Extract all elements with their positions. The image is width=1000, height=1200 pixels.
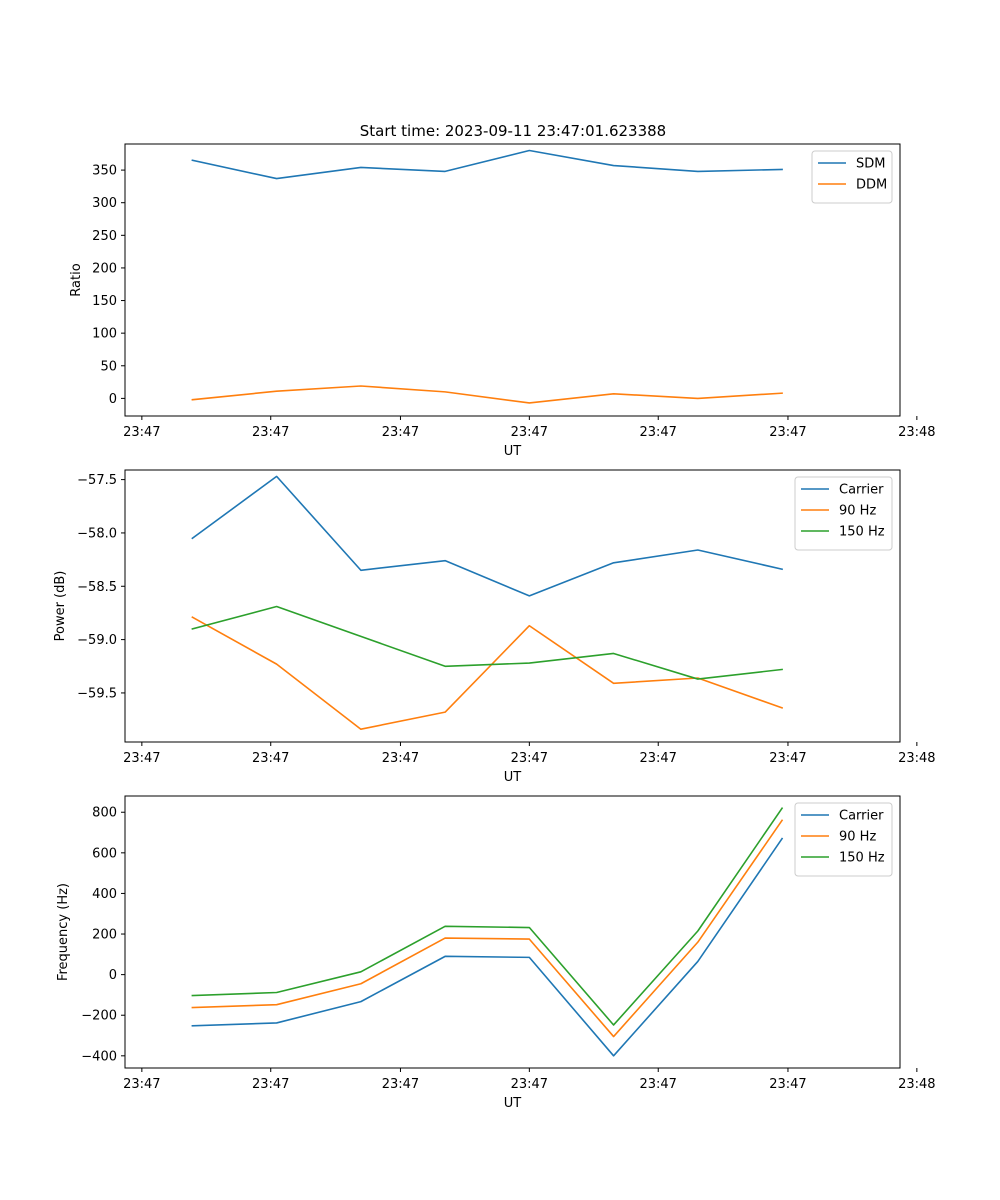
ratio-x-tick-label: 23:47: [382, 425, 419, 440]
power-legend-label-90-hz: 90 Hz: [839, 504, 876, 519]
frequency-x-tick-label: 23:48: [898, 1077, 935, 1092]
ratio-y-tick-label: 50: [100, 359, 117, 374]
frequency-y-tick-label: −200: [81, 1009, 117, 1024]
ratio-x-tick-label: 23:47: [252, 425, 289, 440]
ratio-y-tick-label: 350: [92, 164, 117, 179]
frequency-legend-label-90-hz: 90 Hz: [839, 830, 876, 845]
power-x-tick-label: 23:47: [639, 751, 676, 766]
frequency-x-axis-label: UT: [504, 1096, 522, 1111]
panel-ratio: 23:47 23:47 23:47 23:47 23:47 23:47 23:48 0 50 10…: [69, 143, 936, 459]
power-y-tick-label: −58.0: [77, 526, 117, 541]
frequency-x-tick-label: 23:47: [511, 1077, 548, 1092]
ratio-y-axis-label: Ratio: [69, 263, 84, 296]
panel-frequency: 23:47 23:47 23:47 23:47 23:47 23:47 23:48 −400 −…: [56, 795, 936, 1111]
ratio-y-tick-label: 250: [92, 229, 117, 244]
frequency-series-carrier-line: [191, 837, 784, 1057]
ratio-y-tick-label: 100: [92, 327, 117, 342]
power-legend-label-150-hz: 150 Hz: [839, 525, 885, 540]
ratio-legend-label-sdm: SDM: [856, 157, 885, 172]
ratio-y-tick-label: 150: [92, 294, 117, 309]
frequency-y-tick-label: −400: [81, 1049, 117, 1064]
frequency-y-tick-label: 200: [92, 928, 117, 943]
ratio-axes-frame: [124, 143, 901, 417]
ratio-y-tick-label: 200: [92, 261, 117, 276]
power-y-tick-label: −59.5: [77, 686, 117, 701]
power-series-150-hz-line: [191, 605, 783, 680]
power-x-tick-label: 23:47: [382, 751, 419, 766]
power-y-axis-label: Power (dB): [53, 571, 68, 642]
power-y-tick-label: −59.0: [77, 633, 117, 648]
power-y-tick-label: −57.5: [77, 473, 117, 488]
chart-panels: 23:47 23:47 23:47 23:47 23:47 23:47 23:48 0 50 10…: [53, 143, 936, 1111]
frequency-y-axis-label: Frequency (Hz): [56, 883, 71, 981]
ratio-x-tick-label: 23:47: [511, 425, 548, 440]
ratio-series-sdm-line: [191, 149, 783, 180]
power-legend: Carrier 90 Hz 150 Hz: [794, 476, 893, 551]
ratio-y-tick-label: 0: [109, 392, 117, 407]
power-x-tick-label: 23:47: [123, 751, 160, 766]
ratio-x-axis-label: UT: [504, 444, 522, 459]
frequency-x-tick-label: 23:47: [252, 1077, 289, 1092]
frequency-legend-label-carrier: Carrier: [839, 809, 884, 824]
frequency-y-tick-label: 400: [92, 887, 117, 902]
frequency-x-tick-label: 23:47: [123, 1077, 160, 1092]
ratio-x-tick-label: 23:47: [639, 425, 676, 440]
frequency-y-tick-label: 0: [109, 968, 117, 983]
power-x-axis-label: UT: [504, 770, 522, 785]
frequency-y-tick-label: 600: [92, 846, 117, 861]
ratio-legend: SDM DDM: [811, 150, 893, 204]
power-x-tick-label: 23:47: [769, 751, 806, 766]
frequency-legend-label-150-hz: 150 Hz: [839, 851, 885, 866]
ratio-x-tick-label: 23:47: [123, 425, 160, 440]
ratio-y-tick-label: 300: [92, 196, 117, 211]
power-series-90-hz-line: [191, 616, 784, 731]
panel-power: 23:47 23:47 23:47 23:47 23:47 23:47 23:48 −59.5…: [53, 469, 936, 785]
power-legend-label-carrier: Carrier: [839, 483, 884, 498]
power-x-tick-label: 23:47: [511, 751, 548, 766]
frequency-x-tick-label: 23:47: [382, 1077, 419, 1092]
frequency-series-150-hz-line: [191, 807, 784, 1026]
ratio-legend-box: [811, 150, 893, 204]
frequency-x-tick-label: 23:47: [639, 1077, 676, 1092]
power-y-tick-label: −58.5: [77, 580, 117, 595]
frequency-series-90-hz-line: [191, 819, 784, 1038]
frequency-axes-frame: [124, 795, 901, 1069]
power-axes-frame: [124, 469, 901, 743]
chart-title: Start time: 2023-09-11 23:47:01.623388: [360, 122, 666, 140]
frequency-x-tick-label: 23:47: [769, 1077, 806, 1092]
power-x-tick-label: 23:47: [252, 751, 289, 766]
power-x-tick-label: 23:48: [898, 751, 935, 766]
ratio-legend-label-ddm: DDM: [856, 178, 887, 193]
ratio-series-ddm-line: [191, 385, 783, 404]
frequency-legend: Carrier 90 Hz 150 Hz: [794, 802, 893, 877]
power-series-carrier-line: [191, 475, 784, 597]
ratio-x-tick-label: 23:47: [769, 425, 806, 440]
ratio-x-tick-label: 23:48: [898, 425, 935, 440]
frequency-y-tick-label: 800: [92, 806, 117, 821]
